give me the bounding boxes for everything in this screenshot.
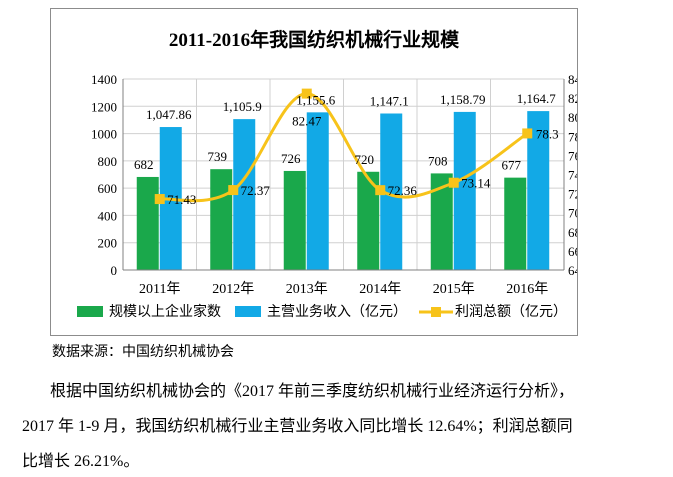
bar-2-data-label: 1,158.79 — [440, 92, 486, 107]
bar-1-data-label: 682 — [134, 157, 154, 172]
y-left-tick-label: 1000 — [91, 127, 117, 142]
y-left-tick-label: 1400 — [91, 72, 117, 87]
line-data-label: 71.43 — [167, 192, 196, 207]
bar-1 — [357, 171, 380, 270]
bar-2 — [380, 113, 403, 271]
legend-swatch — [77, 306, 103, 317]
y-right-tick-label: 80 — [568, 110, 577, 125]
legend-swatch — [235, 306, 261, 317]
x-tick-label: 2014年 — [359, 281, 401, 297]
x-tick-label: 2012年 — [212, 281, 254, 297]
y-left-tick-label: 800 — [98, 154, 118, 169]
bar-2-data-label: 1,164.7 — [517, 91, 557, 106]
bar-1 — [430, 173, 453, 270]
line-data-label: 72.37 — [241, 183, 271, 198]
y-right-tick-label: 68 — [568, 225, 577, 240]
bar-2-data-label: 1,105.9 — [223, 99, 262, 114]
y-right-tick-label: 70 — [568, 206, 577, 221]
x-tick-label: 2015年 — [433, 281, 475, 297]
bar-1 — [504, 177, 527, 270]
bar-2 — [453, 111, 476, 271]
bar-2 — [527, 111, 550, 270]
legend-marker — [431, 307, 441, 317]
profit-marker — [522, 128, 533, 139]
profit-marker — [375, 185, 386, 196]
line-data-label: 72.36 — [388, 183, 418, 198]
y-right-tick-label: 72 — [568, 187, 577, 202]
bar-1-data-label: 677 — [502, 158, 522, 173]
chart: 2011-2016年我国纺织机械行业规模 0 200 400 600 800 1000 120… — [77, 28, 577, 320]
y-left-tick-label: 400 — [98, 208, 118, 223]
bar-1-data-label: 720 — [355, 152, 375, 167]
chart-title: 2011-2016年我国纺织机械行业规模 — [169, 28, 460, 51]
x-tick-label: 2016年 — [506, 281, 548, 297]
x-tick-label: 2011年 — [139, 281, 180, 297]
data-source-note: 数据来源：中国纺织机械协会 — [52, 344, 234, 360]
profit-marker — [301, 88, 312, 99]
y-left-tick-label: 200 — [98, 236, 118, 251]
bar-2 — [306, 112, 329, 270]
line-data-label: 82.47 — [292, 114, 322, 129]
line-data-label: 78.3 — [536, 126, 559, 141]
profit-marker — [448, 177, 459, 188]
y-right-tick-label: 84 — [568, 72, 577, 87]
chart-frame: 2011-2016年我国纺织机械行业规模 0 200 400 600 800 1000 120… — [50, 8, 578, 336]
paragraph-line-3: 比增长 26.21%。 — [22, 453, 140, 470]
y-right-tick-label: 74 — [568, 168, 577, 183]
legend-label: 主营业务收入（亿元） — [267, 304, 407, 320]
y-right-tick-label: 66 — [568, 244, 577, 259]
y-right-tick-label: 82 — [568, 91, 577, 106]
profit-marker — [228, 185, 239, 196]
y-left-tick-label: 600 — [98, 181, 118, 196]
bar-1-data-label: 739 — [208, 149, 228, 164]
y-left-tick-label: 1200 — [91, 99, 117, 114]
y-right-tick-label: 78 — [568, 129, 577, 144]
bar-1 — [283, 170, 306, 270]
paragraph-line-1: 根据中国纺织机械协会的《2017 年前三季度纺织机械行业经济运行分析》， — [50, 383, 575, 400]
profit-marker — [154, 194, 165, 205]
bar-1 — [136, 176, 159, 270]
bar-1 — [210, 169, 233, 270]
bar-2 — [233, 119, 256, 270]
bar-2-data-label: 1,147.1 — [370, 94, 409, 109]
bar-2-data-label: 1,047.86 — [146, 107, 192, 122]
paragraph-line-2: 2017 年 1-9 月，我国纺织机械行业主营业务收入同比增长 12.64%；利… — [22, 418, 573, 435]
y-right-tick-label: 76 — [568, 148, 577, 163]
line-data-label: 73.14 — [461, 176, 491, 191]
bar-1-data-label: 708 — [428, 153, 448, 168]
legend-label: 利润总额（亿元） — [455, 304, 567, 320]
bar-2-data-label: 1,155.6 — [296, 92, 336, 107]
y-right-tick-label: 64 — [568, 263, 577, 278]
x-tick-label: 2013年 — [286, 281, 328, 297]
bar-1-data-label: 726 — [281, 151, 301, 166]
y-left-tick-label: 0 — [111, 263, 118, 278]
legend-label: 规模以上企业家数 — [109, 303, 221, 320]
